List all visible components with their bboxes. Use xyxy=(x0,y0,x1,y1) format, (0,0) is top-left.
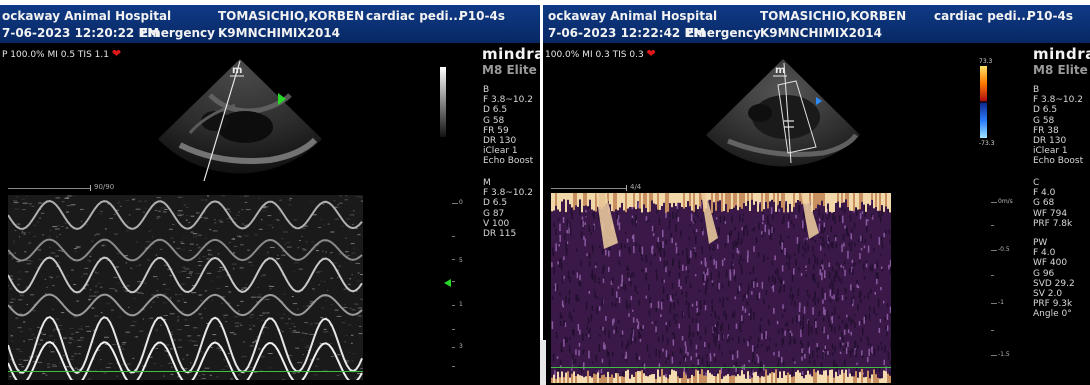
focus-marker-icon[interactable] xyxy=(444,279,451,287)
hospital-name: ockaway Animal Hospital xyxy=(2,9,172,23)
svg-text:m: m xyxy=(775,65,785,76)
color-velocity-bar xyxy=(980,66,987,138)
depth-scale: 0 5 1 3 xyxy=(452,199,466,381)
depth-tick-0: 0 xyxy=(459,199,463,206)
velocity-tick-3: -1.5 xyxy=(998,351,1010,358)
pw-doppler-panel: ockaway Animal Hospital 7-06-2023 12:22:… xyxy=(543,5,1090,385)
sweep-marker xyxy=(626,185,627,191)
patient-name: TOMASICHIO,KORBEN xyxy=(218,9,365,23)
exam-preset: cardiac pedi... xyxy=(366,9,463,23)
b-mode-params: B F 3.8~10.2 D 6.5 G 58 FR 59 DR 130 iCl… xyxy=(483,85,534,167)
heart-icon: ❤ xyxy=(111,47,122,60)
svg-text:m: m xyxy=(232,65,242,76)
patient-id: K9MNCHIMIX2014 xyxy=(760,26,883,40)
exam-mode: Emergency xyxy=(140,26,215,40)
color-params: C F 4.0 G 68 WF 794 PRF 7.8k xyxy=(1033,178,1073,229)
m-mode-params: M F 3.8~10.2 D 6.5 G 87 V 100 DR 115 xyxy=(483,178,533,240)
exam-preset: cardiac pedi... xyxy=(934,9,1031,23)
hospital-name: ockaway Animal Hospital xyxy=(548,9,718,23)
velocity-tick-2: -1 xyxy=(998,299,1004,306)
doppler-baseline xyxy=(551,367,891,368)
depth-tick-2: 1 xyxy=(459,301,463,308)
m-mode-panel: ockaway Animal Hospital 7-06-2023 12:20:… xyxy=(0,5,540,385)
probe-name: P10-4s xyxy=(1027,9,1073,23)
velocity-tick-0: 0m/s xyxy=(998,198,1013,205)
sweep-marker xyxy=(90,185,91,191)
b-mode-params: B F 3.8~10.2 D 6.5 G 58 FR 38 DR 130 iCl… xyxy=(1033,85,1084,167)
velocity-tick-1: -0.5 xyxy=(998,246,1010,253)
patient-header: ockaway Animal Hospital 7-06-2023 12:20:… xyxy=(0,5,540,43)
pw-params: PW F 4.0 WF 400 G 96 SVD 29.2 SV 2.0 PRF… xyxy=(1033,238,1075,320)
patient-name: TOMASICHIO,KORBEN xyxy=(760,9,907,23)
b-mode-sector-image: m xyxy=(158,59,322,182)
m-mode-trace-graphic xyxy=(8,195,363,380)
mindray-logo: mindray xyxy=(482,45,540,63)
exam-datetime: 7-06-2023 12:22:42 PM xyxy=(548,26,706,40)
scanner-model: M8 Elite xyxy=(1033,63,1088,77)
exam-datetime: 7-06-2023 12:20:22 PM xyxy=(2,26,160,40)
scanner-model: M8 Elite xyxy=(482,63,537,77)
color-scale-min: -73.3 xyxy=(979,140,995,147)
sweep-label: 4/4 xyxy=(630,183,642,191)
doppler-spectrum-graphic xyxy=(551,193,891,383)
patient-id: K9MNCHIMIX2014 xyxy=(218,26,341,40)
m-mode-trace xyxy=(8,195,363,380)
panel-divider xyxy=(540,340,546,385)
probe-name: P10-4s xyxy=(459,9,505,23)
acoustic-output-status: 100.0% MI 0.3 TIS 0.3 ❤ xyxy=(545,47,656,60)
ecg-baseline xyxy=(8,371,363,372)
velocity-scale: 0m/s -0.5 -1 -1.5 xyxy=(991,195,1021,375)
depth-tick-3: 3 xyxy=(459,343,463,350)
sweep-line xyxy=(551,188,626,189)
sweep-line xyxy=(8,188,90,189)
heart-icon: ❤ xyxy=(646,47,656,60)
exam-mode: Emergency xyxy=(686,26,761,40)
depth-tick-1: 5 xyxy=(459,257,463,264)
gray-scale-bar xyxy=(440,67,446,137)
pw-doppler-spectrum xyxy=(551,193,891,383)
mindray-logo: mindray xyxy=(1033,45,1090,63)
patient-header: ockaway Animal Hospital 7-06-2023 12:22:… xyxy=(543,5,1090,43)
color-scale-max: 73.3 xyxy=(979,58,993,65)
sweep-label: 90/90 xyxy=(94,183,115,191)
acoustic-output-status: P 100.0% MI 0.5 TIS 1.1 ❤ xyxy=(2,47,122,60)
b-mode-sector-image: m xyxy=(706,59,860,167)
